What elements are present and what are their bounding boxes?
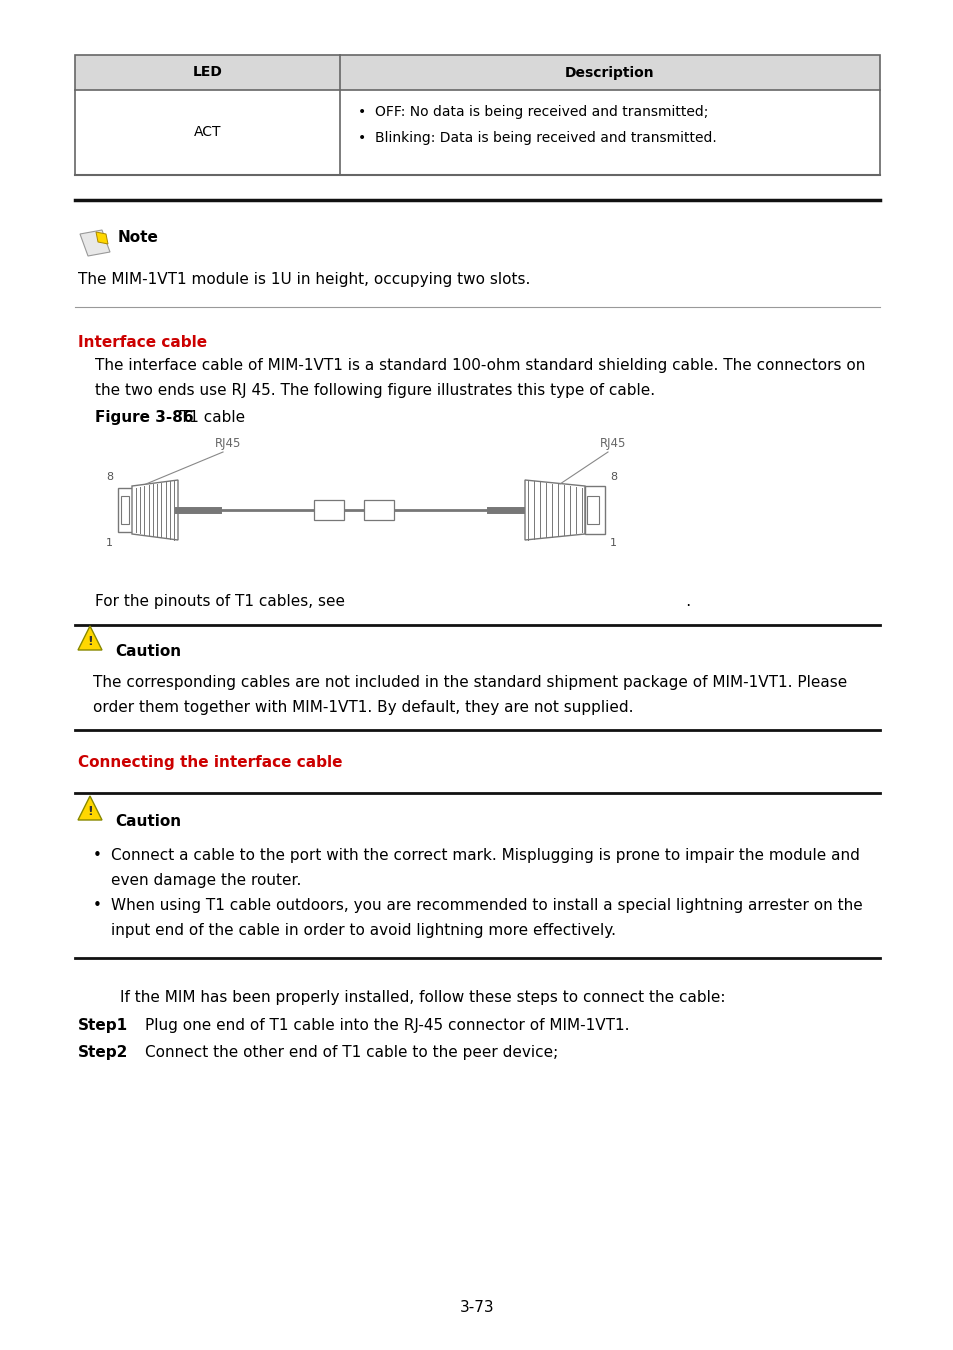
Text: The interface cable of MIM-1VT1 is a standard 100-ohm standard shielding cable. : The interface cable of MIM-1VT1 is a sta… [95,358,864,398]
Text: 8: 8 [106,472,112,482]
Bar [118,487,133,532]
Text: •  OFF: No data is being received and transmitted;: • OFF: No data is being received and tra… [357,105,708,119]
Text: 1: 1 [106,539,112,548]
Polygon shape [132,481,178,540]
Text: 8: 8 [609,472,617,482]
Text: Interface cable: Interface cable [78,335,207,350]
Text: T1 cable: T1 cable [174,410,245,425]
Bar [75,55,879,176]
Text: Description: Description [564,66,654,80]
Polygon shape [78,626,102,649]
Text: For the pinouts of T1 cables, see                                               : For the pinouts of T1 cables, see [95,594,690,609]
Text: Connecting the interface cable: Connecting the interface cable [78,755,342,770]
Bar [314,500,344,520]
Text: Connect a cable to the port with the correct mark. Misplugging is prone to impai: Connect a cable to the port with the cor… [111,848,859,887]
Polygon shape [78,796,102,819]
Text: •: • [92,848,102,863]
Bar [584,486,604,535]
Polygon shape [524,481,584,540]
Text: •: • [92,898,102,913]
Text: RJ45: RJ45 [599,437,626,450]
Bar [75,55,879,90]
Text: Step1: Step1 [78,1018,128,1033]
Text: Note: Note [118,231,159,246]
Text: Caution: Caution [115,644,181,660]
Text: If the MIM has been properly installed, follow these steps to connect the cable:: If the MIM has been properly installed, … [120,990,724,1004]
Text: Connect the other end of T1 cable to the peer device;: Connect the other end of T1 cable to the… [145,1045,558,1060]
Text: !: ! [87,805,92,818]
Text: When using T1 cable outdoors, you are recommended to install a special lightning: When using T1 cable outdoors, you are re… [111,898,862,938]
Text: Caution: Caution [115,814,181,829]
Text: RJ45: RJ45 [214,437,241,450]
Text: The corresponding cables are not included in the standard shipment package of MI: The corresponding cables are not include… [92,675,846,714]
Text: •  Blinking: Data is being received and transmitted.: • Blinking: Data is being received and t… [357,131,716,144]
Text: Figure 3-86: Figure 3-86 [95,410,193,425]
Text: !: ! [87,634,92,648]
Text: The MIM-1VT1 module is 1U in height, occupying two slots.: The MIM-1VT1 module is 1U in height, occ… [78,271,530,288]
Text: ACT: ACT [193,126,221,139]
Text: LED: LED [193,66,222,80]
Polygon shape [96,232,108,244]
Text: 1: 1 [609,539,617,548]
Text: 3-73: 3-73 [459,1300,494,1315]
Text: Plug one end of T1 cable into the RJ-45 connector of MIM-1VT1.: Plug one end of T1 cable into the RJ-45 … [145,1018,629,1033]
Text: Step2: Step2 [78,1045,129,1060]
Bar [586,495,598,524]
Bar [121,495,129,524]
Polygon shape [80,230,110,256]
Bar [364,500,394,520]
